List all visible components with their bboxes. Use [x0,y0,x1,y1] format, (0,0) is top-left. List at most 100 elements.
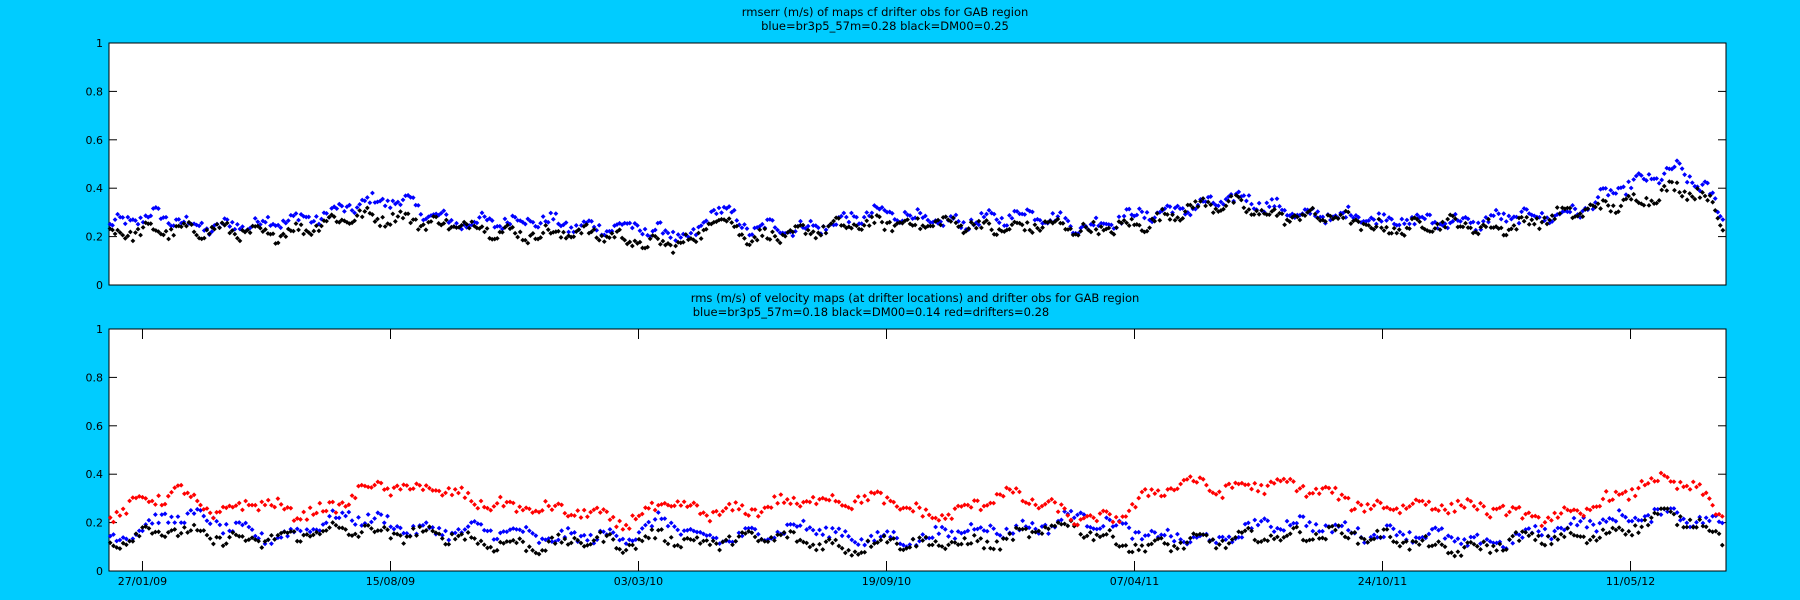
data-point [1710,190,1716,196]
data-point [478,498,484,504]
data-point [1172,205,1178,211]
data-point [130,238,136,244]
data-point [1322,219,1328,224]
data-point [1642,482,1648,488]
data-point [375,528,381,533]
data-point [1700,190,1705,195]
data-point [417,483,423,488]
data-point [1648,519,1654,525]
data-point [1694,186,1700,191]
data-point [1608,208,1614,214]
data-point [719,210,724,216]
data-point [198,528,203,534]
data-point [546,503,552,509]
data-point [107,540,113,546]
data-point [252,533,258,539]
data-point [775,500,781,506]
data-point [293,211,299,216]
data-point [352,495,358,501]
data-point [1629,486,1635,492]
data-point [575,508,581,513]
data-point [1158,493,1164,499]
data-point [1091,219,1096,225]
data-point [1690,524,1696,530]
data-point [1078,531,1084,537]
data-point [204,518,210,524]
data-point [1687,174,1693,179]
data-point [660,230,666,236]
data-point [1450,218,1456,224]
data-point [568,540,574,546]
data-point [339,525,345,531]
data-point [571,234,577,240]
data-point [597,529,603,535]
data-point [530,510,535,515]
data-point [843,214,849,220]
data-point [910,536,916,542]
data-point [833,222,839,228]
data-point [291,213,296,219]
data-point [624,241,630,247]
data-point [1600,527,1606,533]
data-point [365,523,371,528]
data-point [798,218,803,224]
data-point [865,538,871,544]
data-point [550,216,556,222]
data-point [201,513,207,519]
data-point [1488,225,1494,230]
data-point [189,222,194,227]
data-point [1565,525,1570,531]
data-point [1351,218,1356,224]
data-point [1083,224,1089,230]
data-point [1268,479,1274,485]
data-point [1655,511,1661,517]
data-point [1536,528,1541,534]
data-point [420,487,426,493]
data-point [1204,532,1209,538]
data-point [272,504,278,510]
data-point [1078,225,1084,231]
data-point [278,502,284,507]
data-point [852,539,858,545]
data-point [1684,197,1690,203]
data-point [115,211,121,217]
data-point [223,505,229,511]
data-point [401,541,407,546]
data-point [514,509,519,515]
data-point [1684,524,1690,530]
panel1-plot: 00.20.40.60.81 [86,37,1727,292]
data-point [1281,535,1287,540]
data-point [1584,506,1590,512]
data-point [1381,212,1387,217]
data-point [130,217,136,222]
data-point [1187,539,1193,545]
data-point [1590,534,1596,540]
data-point [539,508,545,513]
data-point [1045,220,1051,225]
data-point [626,526,632,532]
data-point [281,506,287,512]
data-point [1032,222,1038,228]
data-point [472,536,477,541]
data-point [465,524,471,529]
data-point [1185,202,1191,208]
data-point [1552,510,1558,516]
data-point [1610,203,1616,209]
data-point [649,523,655,529]
data-point [146,517,152,523]
data-point [1024,220,1030,225]
data-point [1242,528,1248,534]
data-point [372,482,378,488]
data-point [1149,487,1155,492]
data-point [320,528,326,534]
data-point [357,202,363,207]
data-point [1266,212,1272,218]
data-point [1468,225,1474,231]
data-point [391,526,397,532]
data-point [1619,527,1625,533]
data-point [1215,203,1221,209]
data-point [1149,541,1155,547]
data-point [285,505,290,510]
data-point [390,211,396,217]
